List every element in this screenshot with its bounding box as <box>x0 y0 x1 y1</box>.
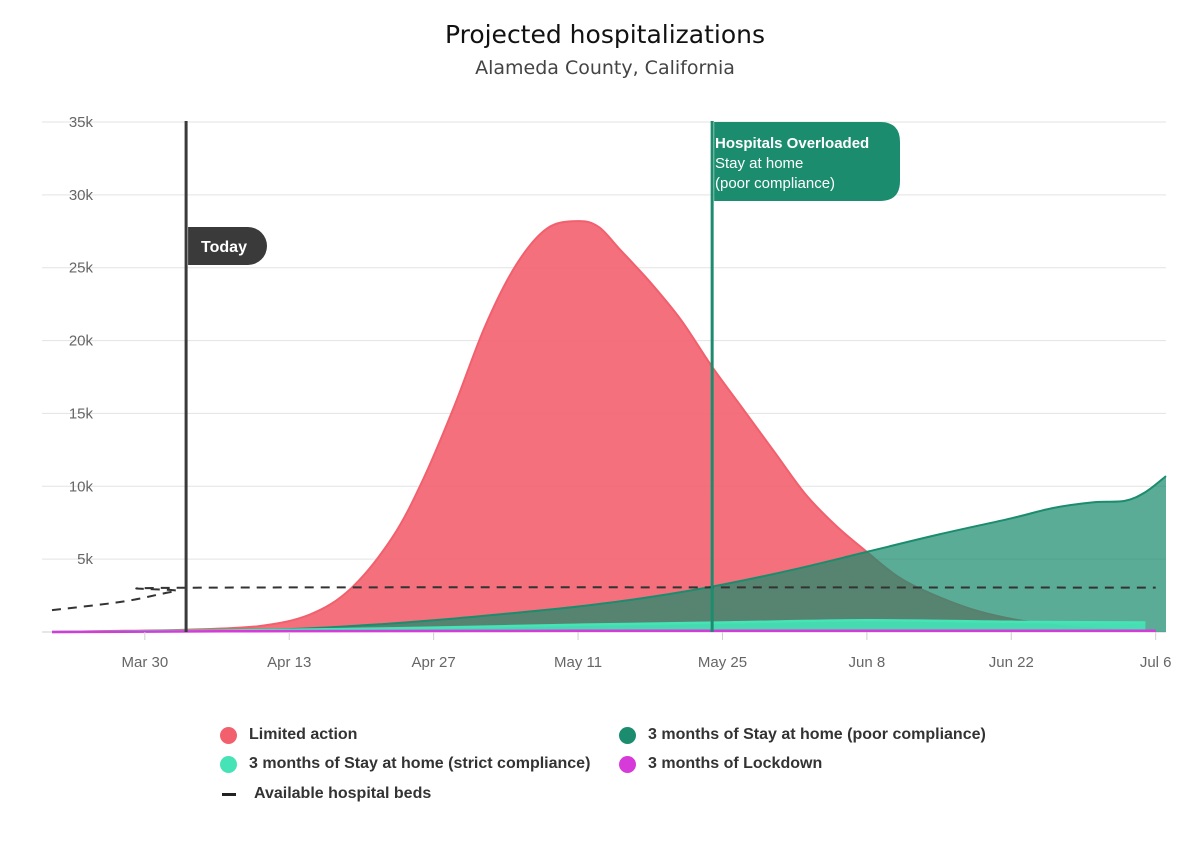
x-tick-label: Jul 6 <box>1140 654 1172 671</box>
legend-label: Available hospital beds <box>254 785 432 802</box>
series-line <box>51 629 1156 634</box>
legend-swatch-magenta <box>619 755 636 773</box>
series-line <box>51 619 1146 634</box>
legend-item-lockdown[interactable]: 3 months of Lockdown <box>619 755 822 773</box>
y-tick-label: 15k <box>69 405 94 422</box>
legend-swatch-red <box>220 726 237 744</box>
legend-swatch-dash <box>222 792 236 796</box>
y-tick-label: 25k <box>69 260 94 277</box>
series-line <box>51 475 1167 633</box>
chart-subtitle: Alameda County, California <box>475 57 735 79</box>
legend-label: 3 months of Stay at home (strict complia… <box>249 755 591 772</box>
legend-label: 3 months of Lockdown <box>648 755 823 772</box>
today-badge <box>188 227 267 265</box>
series-area-fill <box>52 221 1136 632</box>
y-tick-label: 35k <box>69 114 94 131</box>
legend-item-strict-compliance[interactable]: 3 months of Stay at home (strict complia… <box>220 755 590 773</box>
x-tick-label: May 11 <box>554 654 602 671</box>
legend-label: 3 months of Stay at home (poor complianc… <box>648 726 986 743</box>
legend-item-hospital-beds[interactable]: Available hospital beds <box>220 785 431 803</box>
chart-title: Projected hospitalizations <box>445 20 765 49</box>
legend-label: Limited action <box>249 726 358 743</box>
today-label: Today <box>201 239 247 256</box>
chart-legend: Limited action 3 months of Stay at home … <box>215 726 1015 816</box>
x-tick-label: Apr 27 <box>412 654 456 671</box>
x-tick-label: Jun 8 <box>849 654 886 671</box>
legend-item-limited-action[interactable]: Limited action <box>220 726 357 744</box>
series-areas <box>51 220 1167 634</box>
legend-swatch-teal <box>220 755 237 773</box>
overload-title: Hospitals Overloaded <box>715 135 869 152</box>
overload-text: Stay at home <box>715 155 803 172</box>
y-tick-label: 5k <box>77 551 93 568</box>
x-tick-label: Jun 22 <box>989 654 1034 671</box>
overload-badge <box>714 122 900 201</box>
y-tick-label: 10k <box>69 478 94 495</box>
series-area-fill <box>52 476 1166 632</box>
x-tick-label: Apr 13 <box>267 654 311 671</box>
x-tick-label: Mar 30 <box>121 654 168 671</box>
overload-text: (poor compliance) <box>715 175 835 192</box>
y-tick-label: 20k <box>69 333 94 350</box>
axis-ticks: 5k 10k 15k 20k 25k 30k 35k Mar 30 Apr 13 Apr 27 Ma… <box>69 114 1172 671</box>
annotations: Today Hospitals Overloaded Stay at home (po… <box>184 121 900 632</box>
legend-item-poor-compliance[interactable]: 3 months of Stay at home (poor complianc… <box>619 726 986 744</box>
x-tick-label: May 25 <box>698 654 747 671</box>
legend-swatch-green <box>619 726 636 744</box>
y-tick-label: 30k <box>69 187 94 204</box>
series-area-fill <box>52 620 1146 632</box>
